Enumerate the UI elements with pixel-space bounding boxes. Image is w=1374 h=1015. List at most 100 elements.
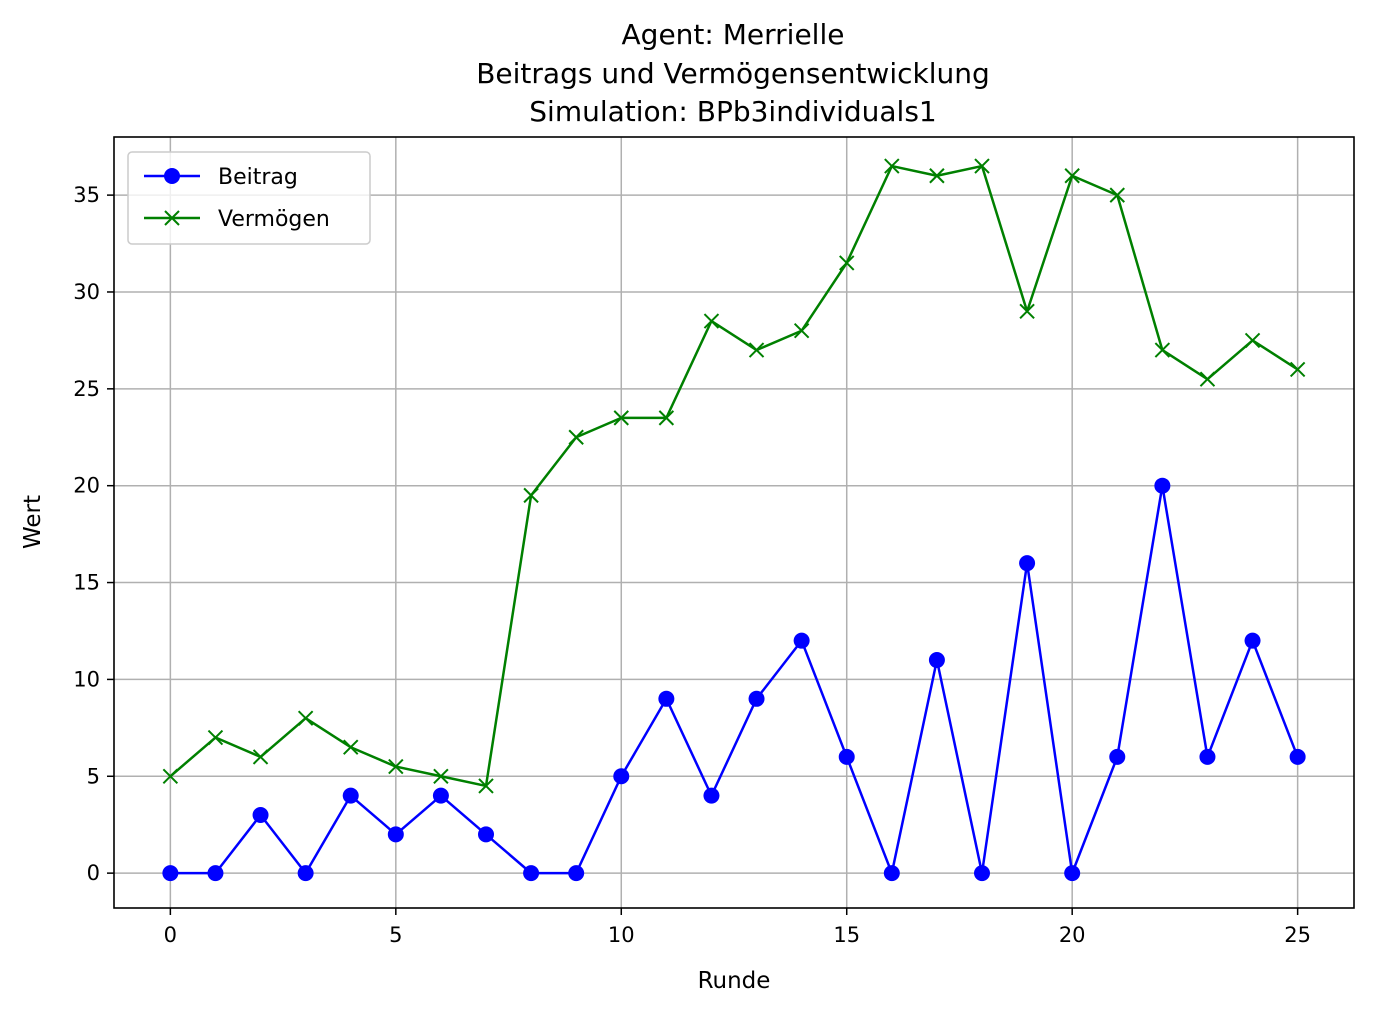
y-tick-label: 5 (87, 764, 100, 788)
data-point-vermoegen (1109, 187, 1125, 203)
legend-label-beitrag: Beitrag (218, 165, 298, 190)
data-point-vermoegen (252, 749, 269, 765)
data-point-beitrag (793, 632, 810, 649)
data-point-beitrag (658, 690, 675, 707)
data-point-mark (974, 158, 990, 174)
data-point-mark (1064, 168, 1080, 184)
x-tick-label: 0 (164, 923, 177, 947)
x-tick-label: 10 (608, 923, 635, 947)
data-point-mark (162, 768, 179, 784)
series-line-vermoegen (169, 164, 1299, 788)
data-point-vermoegen (1154, 342, 1171, 358)
y-tick-label: 15 (73, 571, 100, 595)
data-point-mark (1244, 332, 1261, 349)
data-point-beitrag (432, 787, 449, 804)
data-point-mark (613, 410, 629, 426)
data-point-beitrag (252, 807, 269, 824)
data-point-vermoegen (974, 158, 990, 174)
chart-title: Agent: Merrielle (622, 18, 845, 51)
data-point-vermoegen (388, 758, 404, 775)
data-point-beitrag (1199, 748, 1216, 765)
data-point-vermoegen (1019, 303, 1035, 320)
x-tick-label: 5 (389, 923, 402, 947)
data-point-beitrag (1109, 748, 1126, 765)
chart-subtitle-simulation: Simulation: BPb3individuals1 (529, 95, 936, 128)
legend-marker-beitrag (164, 168, 180, 184)
data-point-beitrag (748, 690, 765, 707)
data-point-beitrag (613, 768, 630, 785)
data-point-beitrag (1064, 865, 1081, 882)
data-point-mark (1199, 371, 1216, 387)
data-point-beitrag (974, 865, 990, 882)
data-point-vermoegen (613, 410, 629, 426)
data-point-vermoegen (1244, 332, 1261, 349)
data-point-mark (433, 768, 449, 784)
data-point-mark (343, 739, 359, 755)
data-point-beitrag (703, 787, 720, 804)
data-point-beitrag (297, 865, 314, 882)
data-point-mark (1154, 342, 1171, 358)
plot-frame (113, 136, 1355, 909)
data-point-beitrag (838, 748, 855, 765)
series-line-beitrag (170, 484, 1299, 875)
data-point-mark (1109, 187, 1125, 203)
y-tick-label: 30 (73, 280, 100, 304)
data-point-vermoegen (162, 768, 179, 784)
data-point-beitrag (1289, 748, 1306, 765)
data-point-vermoegen (1199, 371, 1216, 387)
data-point-mark (793, 323, 810, 339)
data-point-beitrag (387, 826, 404, 843)
data-point-vermoegen (343, 739, 359, 755)
x-tick-label: 20 (1059, 923, 1086, 947)
data-point-mark (658, 410, 675, 426)
data-point-mark (252, 749, 269, 765)
data-point-vermoegen (478, 778, 494, 794)
data-point-mark (839, 255, 855, 271)
data-point-vermoegen (929, 168, 945, 184)
data-point-beitrag (568, 865, 585, 882)
data-point-mark (1289, 361, 1306, 378)
axis-ticks: 0 5 10 15 20 25 0 5 10 15 20 25 30 35 (73, 183, 1311, 947)
data-point-mark (297, 710, 314, 726)
data-point-mark (523, 487, 539, 504)
data-point-vermoegen (1064, 168, 1080, 184)
data-point-vermoegen (839, 255, 855, 271)
data-point-vermoegen (703, 313, 720, 329)
data-point-vermoegen (433, 768, 449, 784)
chart-subtitle: Beitrags und Vermögensentwicklung (476, 57, 990, 90)
data-point-mark (703, 313, 720, 329)
legend-marker-vermoegen (164, 210, 180, 226)
legend: Beitrag Vermögen (127, 151, 371, 245)
y-tick-label: 10 (73, 667, 100, 691)
data-point-vermoegen (1289, 361, 1306, 378)
data-point-vermoegen (658, 410, 675, 426)
data-point-beitrag (883, 865, 900, 882)
data-point-beitrag (1244, 632, 1261, 649)
data-point-beitrag (207, 865, 224, 882)
data-point-mark (929, 168, 945, 184)
data-point-vermoegen (568, 429, 584, 445)
data-point-mark (748, 342, 765, 358)
data-point-beitrag (342, 787, 359, 804)
x-tick-label: 15 (833, 923, 860, 947)
data-point-mark (207, 729, 224, 746)
data-point-mark (568, 429, 584, 445)
data-point-mark (478, 778, 494, 794)
data-point-vermoegen (748, 342, 765, 358)
data-point-vermoegen (297, 710, 314, 726)
series-layer (162, 158, 1306, 882)
y-axis-label: Wert (20, 495, 46, 549)
data-point-vermoegen (523, 487, 539, 504)
data-point-mark (1019, 303, 1035, 320)
data-point-vermoegen (207, 729, 224, 746)
data-point-beitrag (162, 865, 179, 882)
y-tick-label: 0 (87, 861, 100, 885)
legend-label-vermoegen: Vermögen (218, 207, 330, 232)
y-tick-label: 25 (73, 377, 100, 401)
data-point-mark (884, 158, 900, 174)
data-point-beitrag (478, 826, 494, 843)
data-point-vermoegen (884, 158, 900, 174)
y-tick-label: 20 (73, 474, 100, 498)
x-axis-label: Runde (698, 968, 771, 994)
